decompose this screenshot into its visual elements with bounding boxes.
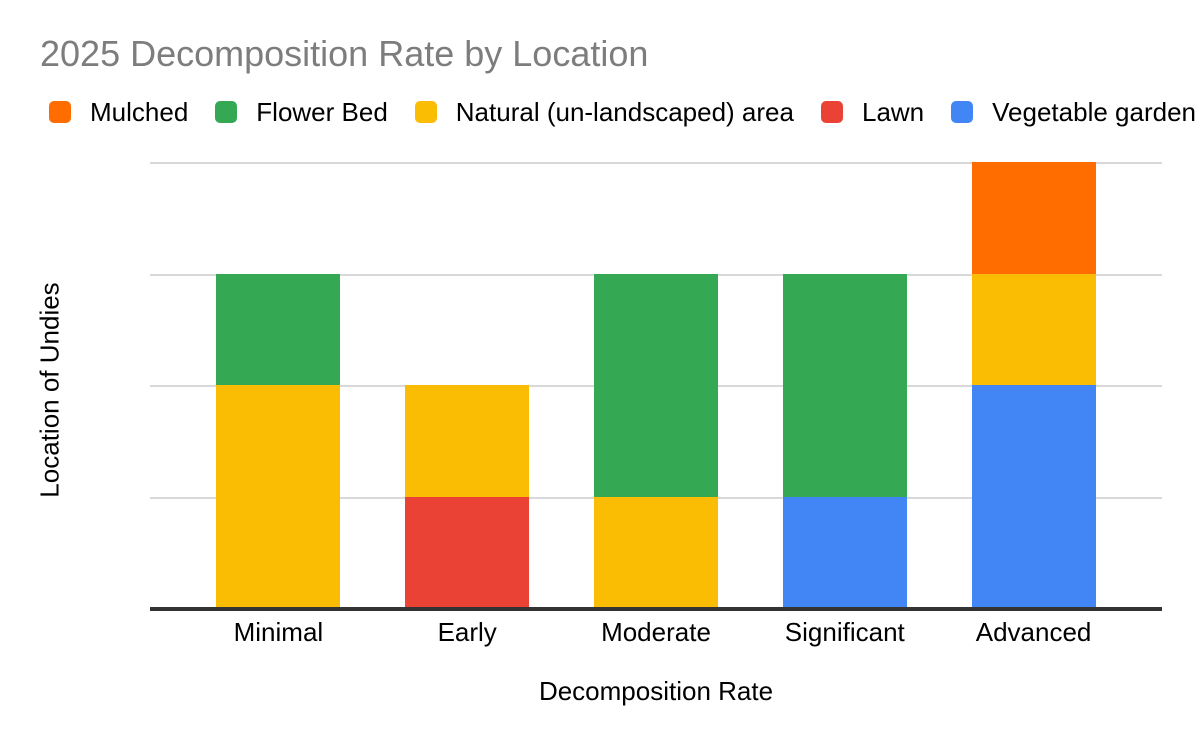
x-axis-title: Decomposition Rate xyxy=(538,676,774,706)
bar-segment-natural-un-landscaped-area xyxy=(971,273,1096,385)
y-axis-title: Location of Undies xyxy=(34,282,65,498)
legend-swatch-icon xyxy=(820,101,843,123)
legend-item-mulched: Mulched xyxy=(49,99,188,125)
bar-segment-lawn xyxy=(405,496,530,608)
bar-group-early xyxy=(373,162,562,608)
legend-swatch-icon xyxy=(951,101,974,123)
bar-segment-natural-un-landscaped-area xyxy=(216,385,341,608)
x-axis-labels: Minimal Early Moderate Significant Advanced xyxy=(150,617,1162,647)
bar-segment-natural-un-landscaped-area xyxy=(593,496,718,608)
stacked-bar-significant xyxy=(782,273,907,608)
bar-segment-mulched xyxy=(971,162,1096,274)
stacked-bar-early xyxy=(405,385,530,608)
bar-group-advanced xyxy=(939,162,1128,608)
bar-segment-natural-un-landscaped-area xyxy=(405,385,530,497)
bar-segment-vegetable-garden xyxy=(971,385,1096,608)
gridline xyxy=(150,162,1162,164)
legend-item-flower-bed: Flower Bed xyxy=(215,99,388,125)
bar-segment-flower-bed xyxy=(216,273,341,385)
legend-label: Natural (un-landscaped) area xyxy=(455,97,794,127)
bars-row xyxy=(184,162,1128,608)
legend-label: Flower Bed xyxy=(256,97,388,127)
stacked-bar-minimal xyxy=(216,273,341,608)
bar-segment-vegetable-garden xyxy=(782,496,907,608)
legend: Mulched Flower Bed Natural (un-landscaped)… xyxy=(49,99,1196,125)
x-axis-label-significant: Significant xyxy=(784,617,905,647)
bar-segment-flower-bed xyxy=(593,273,718,497)
plot-area xyxy=(150,162,1162,611)
bar-group-significant xyxy=(750,162,939,608)
x-axis-label-early: Early xyxy=(437,617,497,647)
legend-swatch-icon xyxy=(49,101,71,123)
bar-segment-flower-bed xyxy=(782,273,907,497)
bar-group-moderate xyxy=(562,162,751,608)
x-axis-line xyxy=(150,607,1162,611)
legend-swatch-icon xyxy=(215,101,238,123)
legend-item-vegetable-garden: Vegetable garden xyxy=(951,99,1196,125)
x-axis-label-moderate: Moderate xyxy=(601,617,711,647)
x-axis-label-minimal: Minimal xyxy=(233,617,324,647)
stacked-bar-advanced xyxy=(971,162,1096,608)
legend-swatch-icon xyxy=(414,101,437,123)
legend-item-natural-un-landscaped-area: Natural (un-landscaped) area xyxy=(414,97,794,127)
x-axis-label-advanced: Advanced xyxy=(975,617,1092,647)
legend-label: Mulched xyxy=(90,97,189,127)
stacked-bar-moderate xyxy=(593,273,718,608)
legend-label: Vegetable garden xyxy=(992,97,1196,127)
bar-group-minimal xyxy=(184,162,373,608)
legend-item-lawn: Lawn xyxy=(820,97,925,127)
chart-title: 2025 Decomposition Rate by Location xyxy=(40,33,649,74)
legend-label: Lawn xyxy=(861,97,925,127)
